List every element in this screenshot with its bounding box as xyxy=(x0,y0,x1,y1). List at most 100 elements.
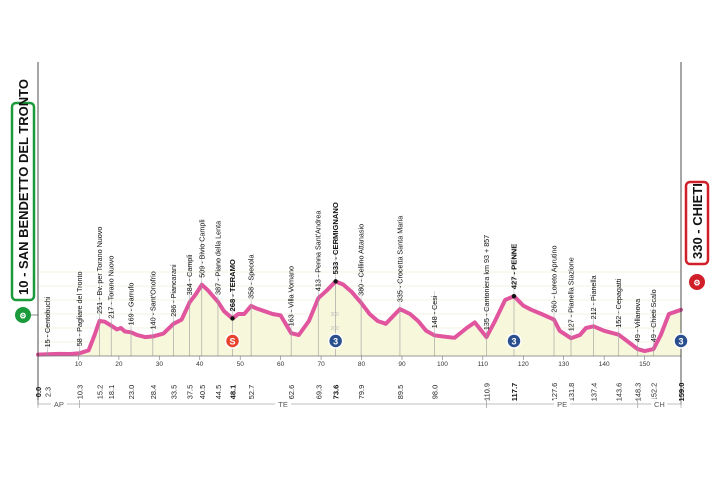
km-marker: 159.0 xyxy=(677,382,686,401)
km-marker: 127.6 xyxy=(550,383,559,402)
x-tick-label: 130 xyxy=(558,361,569,368)
location-label: 212 - Pianella xyxy=(589,275,598,319)
km-marker: 15.2 xyxy=(95,385,104,399)
km-marker: 79.9 xyxy=(357,385,366,399)
sprint-badge-label: S xyxy=(230,337,236,347)
location-label: 533 - CERMIGNANO xyxy=(331,202,340,274)
location-label: 49 - Chieti Scalo xyxy=(649,289,658,342)
km-marker: 98.0 xyxy=(430,385,439,399)
province-label: AP xyxy=(54,400,64,409)
location-label: 127 - Pianella Stazione xyxy=(567,257,576,331)
x-tick-label: 100 xyxy=(437,361,448,368)
sprint-badge-label: 3 xyxy=(678,337,683,347)
x-tick-label: 70 xyxy=(317,361,325,368)
start-label-box xyxy=(10,101,36,302)
location-label: 152 - Cepagatti xyxy=(614,278,623,328)
y-tick-label: 300 xyxy=(330,312,339,318)
location-label: 49 - Villanova xyxy=(633,299,642,342)
km-marker: 143.6 xyxy=(615,383,624,402)
profile-line xyxy=(36,279,683,357)
km-marker: 40.5 xyxy=(198,385,207,399)
location-label: 148 - Cesi xyxy=(430,295,439,328)
province-label: PE xyxy=(557,400,567,409)
location-label: 380 - Cellino Attanasio xyxy=(357,224,366,296)
location-label: 384 - Campli xyxy=(185,254,194,295)
location-label: 387 - Piano della Lenta xyxy=(213,221,222,295)
km-marker: 23.0 xyxy=(127,385,136,399)
start-label: 10 - SAN BENDETTO DEL TRONTO xyxy=(16,79,31,295)
x-tick-label: 110 xyxy=(478,361,489,368)
location-dot xyxy=(230,316,235,321)
location-lines xyxy=(47,237,654,356)
location-label: 260 - Loreto Aprutino xyxy=(550,245,559,312)
finish-icon xyxy=(689,274,705,290)
finish-label-box xyxy=(684,180,710,266)
sprint-badge-label: 3 xyxy=(511,337,516,347)
x-tick-label: 50 xyxy=(237,361,245,368)
km-marker: 69.3 xyxy=(314,385,323,399)
location-label: 413 - Penna Sant'Andrea xyxy=(314,211,323,292)
x-tick-label: 40 xyxy=(196,361,204,368)
location-label: 217 - Torano Nuovo xyxy=(107,256,116,319)
km-marker: 52.7 xyxy=(247,385,256,399)
x-tick-label: 120 xyxy=(518,361,529,368)
km-marker: 28.4 xyxy=(149,385,158,399)
location-label: 140 - Sant'Onofrio xyxy=(148,271,157,329)
sprint-badge xyxy=(327,333,344,349)
province-bands: AP TE PE CH xyxy=(37,399,682,409)
start-icon xyxy=(15,307,31,323)
province-label: CH xyxy=(654,400,665,409)
x-tick-label: 80 xyxy=(358,361,366,368)
location-label: 286 - Piancarani xyxy=(169,264,178,317)
x-tick-label: 90 xyxy=(398,361,406,368)
location-label: 251 - Bv. per Torano Nuovo xyxy=(95,227,104,314)
km-marker: 37.5 xyxy=(186,385,195,399)
km-marker: 18.1 xyxy=(107,385,116,399)
sprint-badge xyxy=(673,333,689,349)
km-marker: 48.1 xyxy=(229,384,238,400)
x-tick-label: 60 xyxy=(277,361,285,368)
location-label: 163 - Villa Vomano xyxy=(287,266,296,326)
km-marker: 44.5 xyxy=(214,385,223,399)
province-label-bg xyxy=(50,399,67,409)
location-label: 135 - Cantoniera km 93 + 857 xyxy=(482,235,491,330)
km-marker: 0.0 xyxy=(34,387,43,398)
x-tick-label: 150 xyxy=(639,361,650,368)
location-label: 358 - Specola xyxy=(247,255,256,299)
km-marker: 10.3 xyxy=(76,385,85,399)
sprint-badge xyxy=(506,333,522,349)
location-label: 427 - PENNE xyxy=(509,244,518,290)
km-marker: 2.3 xyxy=(43,387,52,397)
sprint-badges: S 3 3 3 xyxy=(224,333,689,349)
km-marker: 62.6 xyxy=(287,385,296,399)
province-label-bg xyxy=(554,399,571,409)
location-labels: 15 - Centobuchi 58 - Pagliare del Tronto 2… xyxy=(43,202,658,347)
start-icon-glyph: ⚙ xyxy=(19,312,26,321)
x-tick-label: 30 xyxy=(156,361,164,368)
finish-label: 330 - CHIETI xyxy=(690,183,705,259)
location-label: 335 - Crocetta Santa Maria xyxy=(395,216,404,302)
km-marker: 73.6 xyxy=(332,385,341,400)
km-marker: 152.2 xyxy=(650,383,659,402)
km-markers: 0.0 2.3 10.3 15.2 18.1 23.0 28.4 33.5 37.5 40.5 44… xyxy=(34,382,686,401)
y-tick-label: 200 xyxy=(330,326,339,332)
sprint-badge-label: 3 xyxy=(333,337,338,347)
location-label: 268 - TERAMO xyxy=(228,259,237,311)
province-label-bg xyxy=(651,399,668,409)
province-label-bg xyxy=(275,399,292,409)
location-dot xyxy=(511,294,517,299)
location-label: 509 - Bivio Campli xyxy=(197,219,206,278)
location-label: 15 - Centobuchi xyxy=(43,296,52,347)
location-label: 169 - Garrufo xyxy=(127,283,136,326)
km-marker: 33.5 xyxy=(169,385,178,399)
province-label: TE xyxy=(278,400,288,409)
start-finish: 10 - SAN BENDETTO DEL TRONTO ⚙ 330 - CHIET… xyxy=(10,79,710,323)
km-marker: 148.3 xyxy=(634,383,643,402)
km-marker: 117.7 xyxy=(510,383,519,402)
km-marker: 89.5 xyxy=(396,385,405,399)
x-tick-label: 140 xyxy=(599,361,610,368)
km-marker: 131.8 xyxy=(567,383,576,402)
km-marker: 110.9 xyxy=(482,383,491,401)
